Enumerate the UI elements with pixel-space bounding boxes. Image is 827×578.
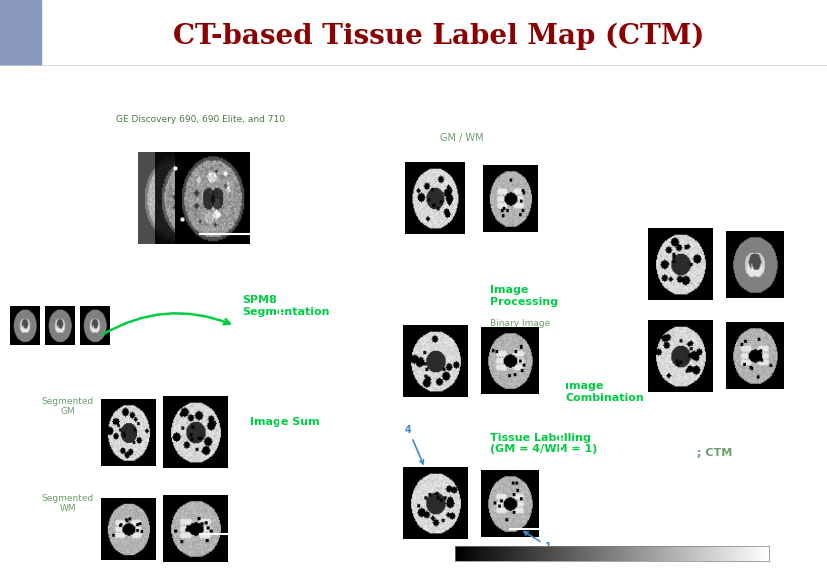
Text: SPM8
Segmentation: SPM8 Segmentation xyxy=(242,295,329,317)
Text: CT-based Tissue Label Map (CTM): CT-based Tissue Label Map (CTM) xyxy=(173,23,704,50)
Text: Grey matter (GM)
White matter (WM)
CSF: Grey matter (GM) White matter (WM) CSF xyxy=(242,326,329,355)
Text: Image Sum: Image Sum xyxy=(250,417,319,427)
Text: Image
Combination: Image Combination xyxy=(565,381,643,403)
Text: 1: 1 xyxy=(524,532,552,551)
Text: ; CTM: ; CTM xyxy=(697,448,733,458)
Text: Image
Processing: Image Processing xyxy=(490,285,558,307)
Text: Final labeled
map: Final labeled map xyxy=(672,412,758,440)
Text: Binary Image: Binary Image xyxy=(490,318,550,328)
Text: GM / WM: GM / WM xyxy=(440,132,484,143)
Text: 4: 4 xyxy=(405,425,423,464)
Bar xyxy=(0,0,41,66)
Text: Segmented
GM: Segmented GM xyxy=(42,397,94,416)
Text: 100 [%]: 100 [%] xyxy=(781,560,820,570)
Text: Best Quality CTs: Best Quality CTs xyxy=(143,97,257,110)
Text: GE Discovery 690, 690 Elite, and 710: GE Discovery 690, 690 Elite, and 710 xyxy=(116,115,284,124)
Text: Segmented
WM: Segmented WM xyxy=(42,494,94,513)
Text: 0 [%]: 0 [%] xyxy=(447,560,473,570)
Text: ICBM Tissue
Probabilistic Atlases: ICBM Tissue Probabilistic Atlases xyxy=(7,265,112,284)
Text: Tissue Labelling
(GM = 4/WM = 1): Tissue Labelling (GM = 4/WM = 1) xyxy=(490,432,597,454)
Text: Adapted from Moon and Oh et al., EANM 2016: Adapted from Moon and Oh et al., EANM 20… xyxy=(8,565,369,578)
